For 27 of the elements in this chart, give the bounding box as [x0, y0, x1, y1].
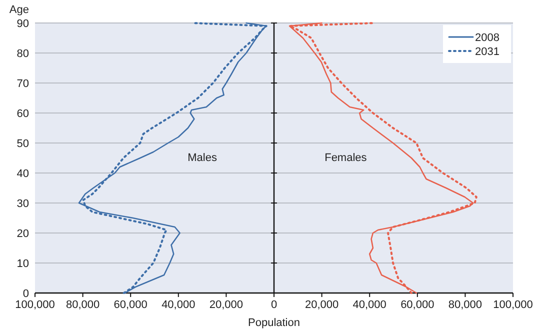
- x-axis-title: Population: [248, 317, 300, 329]
- y-tick-label: 80: [16, 48, 29, 60]
- y-tick-label: 40: [16, 168, 29, 180]
- y-tick-label: 10: [16, 258, 29, 270]
- legend-label: 2031: [475, 46, 500, 58]
- x-tick-label: 100,000: [15, 299, 55, 311]
- y-tick-label: 20: [16, 228, 29, 240]
- x-tick-label: 60,000: [400, 299, 434, 311]
- y-tick-label: 50: [16, 138, 29, 150]
- x-tick-label: 80,000: [66, 299, 100, 311]
- y-tick-label: 30: [16, 198, 29, 210]
- y-tick-label: 90: [16, 18, 29, 30]
- annotation: Males: [188, 152, 218, 164]
- legend-label: 2008: [475, 32, 500, 44]
- x-tick-label: 60,000: [114, 299, 148, 311]
- y-tick-label: 70: [16, 78, 29, 90]
- x-tick-label: 80,000: [448, 299, 482, 311]
- x-tick-label: 40,000: [162, 299, 196, 311]
- x-tick-label: 100,000: [493, 299, 533, 311]
- x-tick-label: 20,000: [209, 299, 244, 311]
- x-tick-label: 40,000: [352, 299, 386, 311]
- annotation: Females: [324, 152, 368, 164]
- y-tick-label: 0: [22, 288, 29, 300]
- x-tick-label: 20,000: [304, 299, 339, 311]
- y-tick-label: 60: [16, 108, 29, 120]
- x-tick-label: 0: [270, 299, 278, 311]
- y-axis-title: Age: [9, 4, 29, 16]
